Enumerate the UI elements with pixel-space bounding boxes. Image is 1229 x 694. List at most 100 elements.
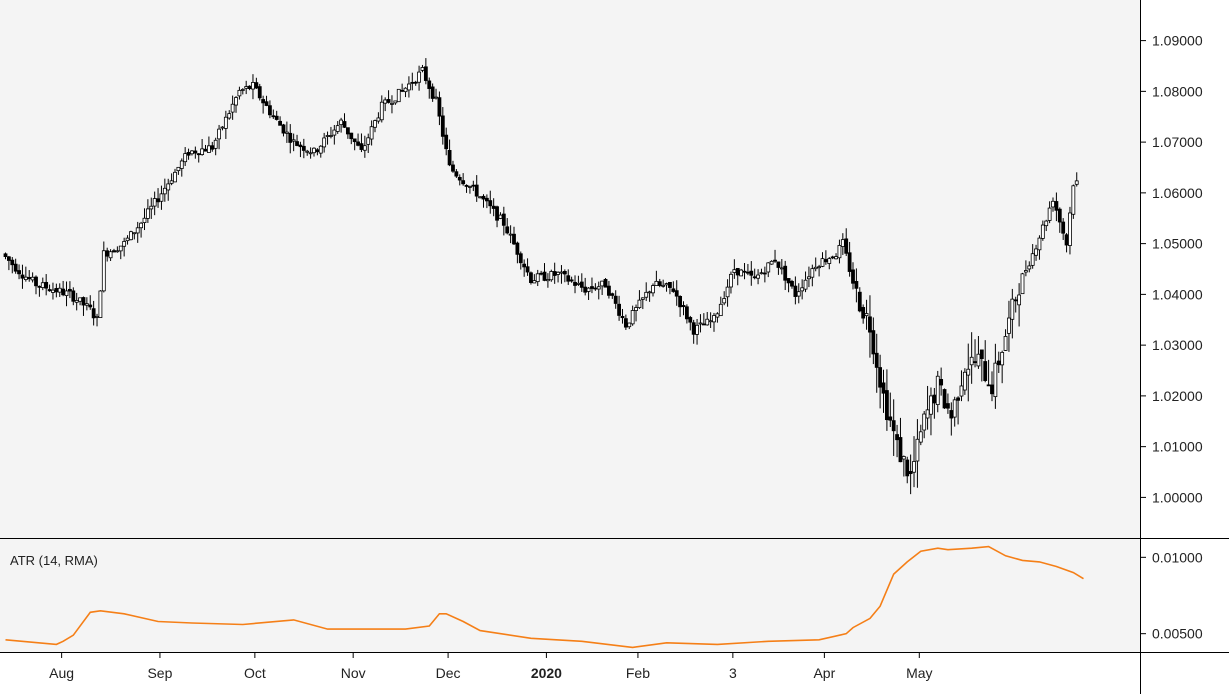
candle-body xyxy=(223,116,228,129)
candle-body xyxy=(1023,270,1028,273)
candle xyxy=(712,312,716,332)
candle-body xyxy=(769,260,774,265)
candle xyxy=(373,119,377,133)
candle xyxy=(637,290,642,309)
candle xyxy=(935,370,940,413)
candle-body xyxy=(261,99,266,104)
candle xyxy=(607,280,611,299)
candle xyxy=(976,336,981,369)
candle-body xyxy=(440,115,445,137)
candle-body xyxy=(268,105,272,116)
candle-body xyxy=(142,217,147,223)
candle xyxy=(135,221,140,243)
candle xyxy=(807,266,811,288)
atr-indicator-label[interactable]: ATR (14, RMA) xyxy=(10,553,98,568)
candle xyxy=(1010,288,1015,339)
candle xyxy=(430,83,435,102)
candle xyxy=(620,308,625,324)
candle xyxy=(362,135,367,158)
candle-body xyxy=(274,115,279,120)
candle-body xyxy=(891,420,896,432)
candle-body xyxy=(746,271,750,274)
candle xyxy=(1044,219,1049,232)
candle xyxy=(379,95,384,123)
candle xyxy=(634,304,638,322)
candle-body xyxy=(732,269,737,273)
atr-axis: 0.00500 0.01000 xyxy=(1140,549,1203,642)
candle-body xyxy=(556,271,560,275)
candle-body xyxy=(749,270,754,276)
candle xyxy=(1023,260,1028,277)
candle-body xyxy=(783,265,788,281)
candle xyxy=(1034,244,1038,261)
candle-body xyxy=(352,138,357,143)
candle-body xyxy=(878,367,883,388)
candle xyxy=(13,258,18,274)
candle xyxy=(447,139,452,167)
candle-body xyxy=(501,213,506,226)
candle-body xyxy=(522,263,527,268)
candle xyxy=(922,410,927,439)
candle-body xyxy=(417,71,421,83)
candle-body xyxy=(254,82,259,89)
candle-body xyxy=(1027,265,1032,270)
candle-body xyxy=(400,89,405,92)
candle-body xyxy=(885,390,889,421)
candle xyxy=(478,196,483,199)
candle-body xyxy=(525,266,530,273)
candle xyxy=(474,175,479,202)
candle xyxy=(739,268,744,277)
candle xyxy=(522,259,527,277)
candle xyxy=(912,436,916,488)
candle-body xyxy=(895,434,899,441)
candle-body xyxy=(698,322,703,325)
candle-body xyxy=(688,317,693,323)
candle-body xyxy=(468,186,472,188)
candle xyxy=(122,237,127,257)
candle xyxy=(91,300,96,326)
candle-body xyxy=(1030,253,1035,266)
candle xyxy=(345,127,350,139)
candle-body xyxy=(613,295,618,304)
candle-body xyxy=(881,382,886,394)
candle xyxy=(956,396,960,425)
candle-body xyxy=(447,150,452,166)
candle-body xyxy=(542,271,547,281)
candle-body xyxy=(691,322,696,335)
candle xyxy=(851,262,855,290)
candle-body xyxy=(125,237,130,242)
candle xyxy=(234,96,238,113)
candle-body xyxy=(529,272,533,283)
candle xyxy=(451,160,455,173)
price-pane-background xyxy=(0,0,1140,538)
candle xyxy=(1054,192,1059,222)
candle-body xyxy=(790,280,794,287)
candle xyxy=(217,124,221,150)
candle-body xyxy=(407,83,411,91)
candle-body xyxy=(868,316,872,333)
candle xyxy=(417,65,421,91)
candle xyxy=(342,113,347,129)
candle xyxy=(590,277,594,294)
candle-body xyxy=(854,281,859,289)
candle xyxy=(440,107,445,145)
candle-body xyxy=(932,394,937,404)
candle-body xyxy=(325,135,330,137)
candle-body xyxy=(617,303,621,316)
candle-body xyxy=(800,287,805,292)
candle xyxy=(915,419,920,488)
candle xyxy=(979,349,984,382)
candle-body xyxy=(230,103,235,113)
candle xyxy=(308,147,313,159)
time-tick-label: 2020 xyxy=(531,665,562,681)
candle-body xyxy=(603,278,608,288)
candle-body xyxy=(295,141,299,146)
candle xyxy=(34,275,38,295)
candle-body xyxy=(481,195,486,200)
candle-body xyxy=(830,256,835,259)
candle-body xyxy=(1013,299,1018,302)
candle xyxy=(651,283,655,297)
price-tick-label: 1.02000 xyxy=(1152,388,1203,404)
candle-body xyxy=(383,99,388,104)
